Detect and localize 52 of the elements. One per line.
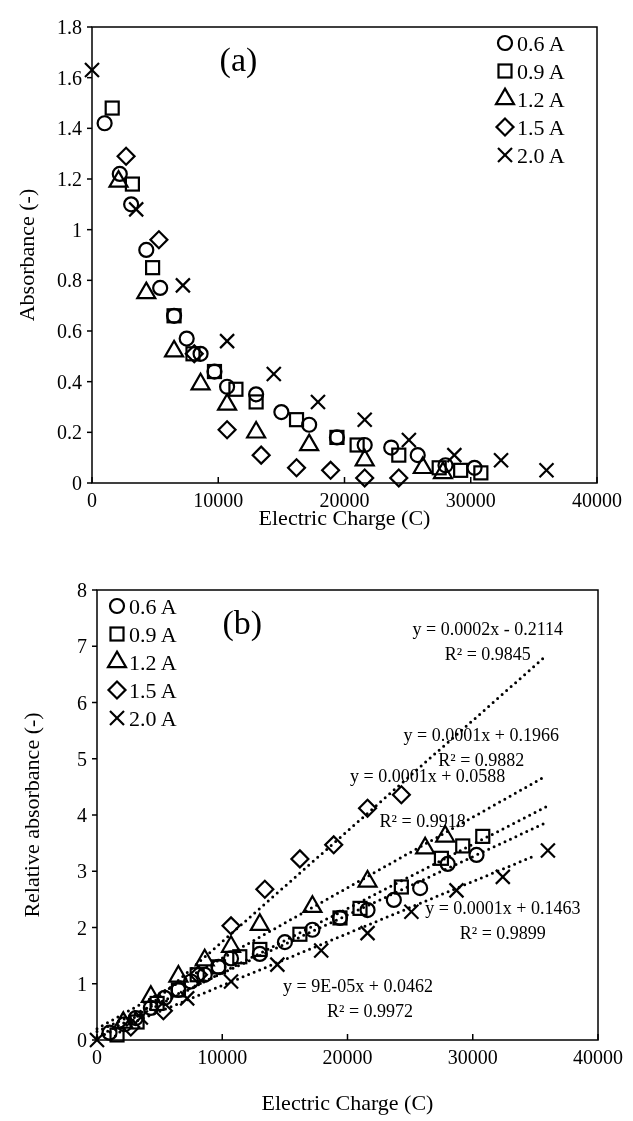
annotation: y = 9E-05x + 0.0462 (283, 975, 433, 996)
legend-label: 0.9 A (517, 59, 565, 84)
y-tick-label: 0.6 (57, 320, 82, 342)
y-tick-label: 0 (77, 1029, 87, 1051)
legend-label: 2.0 A (129, 706, 177, 731)
x-axis-title: Electric Charge (C) (261, 1090, 434, 1115)
y-tick-label: 1.4 (57, 117, 82, 140)
y-tick-label: 1 (72, 218, 82, 241)
y-axis-title: Relative absorbance (-) (19, 712, 44, 918)
y-tick-label: 0.2 (57, 421, 82, 444)
y-axis-title: Absorbance (-) (14, 188, 39, 322)
y-tick-label: 5 (77, 747, 87, 770)
legend-label: 0.6 A (129, 594, 177, 619)
x-tick-label: 30000 (445, 489, 496, 511)
y-tick-label: 1.6 (57, 66, 82, 89)
legend-label: 0.9 A (129, 622, 177, 647)
annotation: (a) (219, 40, 258, 79)
x-tick-label: 20000 (322, 1046, 373, 1068)
annotation: y = 0.0001x + 0.1463 (425, 898, 581, 919)
legend-label: 1.5 A (129, 678, 177, 703)
x-tick-label: 10000 (197, 1046, 248, 1068)
annotation: (b) (222, 603, 263, 642)
y-tick-label: 8 (77, 579, 87, 601)
y-tick-label: 1.2 (57, 168, 82, 190)
y-tick-label: 7 (77, 635, 87, 658)
legend-label: 1.5 A (517, 115, 565, 140)
y-tick-label: 0.4 (57, 370, 82, 393)
x-tick-label: 40000 (573, 1046, 623, 1068)
y-tick-label: 0.8 (57, 269, 82, 292)
annotation: y = 0.0001x + 0.1966 (403, 724, 559, 745)
legend-label: 1.2 A (129, 650, 177, 675)
x-tick-label: 30000 (447, 1046, 498, 1068)
annotation: R² = 0.9972 (327, 1001, 414, 1022)
annotation: y = 0.0001x + 0.0588 (350, 765, 506, 786)
y-tick-label: 1.8 (57, 16, 82, 38)
annotation: y = 0.0002x - 0.2114 (412, 618, 564, 639)
y-tick-label: 1 (77, 972, 87, 995)
x-tick-label: 0 (92, 1046, 102, 1068)
legend-label: 1.2 A (517, 87, 565, 112)
annotation: R² = 0.9899 (459, 923, 546, 944)
y-tick-label: 4 (77, 804, 87, 826)
y-tick-label: 2 (77, 916, 87, 939)
legend-label: 2.0 A (517, 143, 565, 168)
x-tick-label: 40000 (572, 489, 622, 511)
y-tick-label: 6 (77, 691, 87, 714)
annotation: R² = 0.9918 (379, 810, 466, 831)
legend-label: 0.6 A (517, 31, 565, 56)
y-tick-label: 3 (77, 860, 87, 883)
x-tick-label: 10000 (193, 489, 244, 511)
annotation: R² = 0.9845 (444, 644, 531, 664)
x-tick-label: 20000 (319, 489, 370, 511)
y-tick-label: 0 (72, 472, 82, 494)
